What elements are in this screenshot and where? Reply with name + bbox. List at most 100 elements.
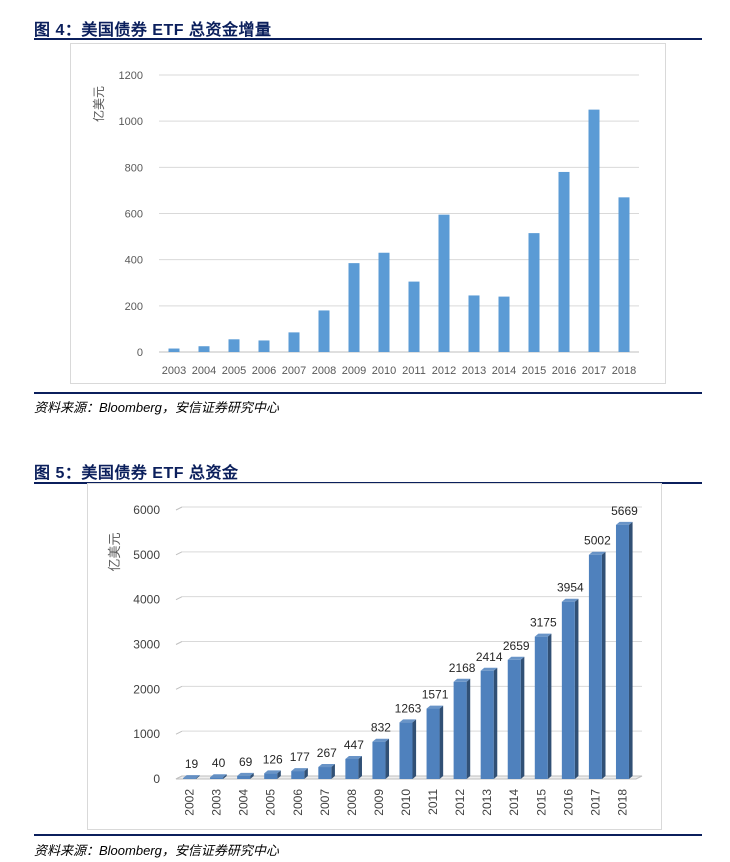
bar-2006 <box>291 771 305 779</box>
bar-2008 <box>345 758 359 779</box>
x-tick-label: 2003 <box>210 789 224 816</box>
data-label: 3954 <box>557 581 584 595</box>
figure-5-chart: 0 1000 2000 3000 4000 5000 6000 亿美元 19 2002 40 2003… <box>107 503 643 816</box>
x-tick-label: 2003 <box>162 365 186 377</box>
bar-side-2017 <box>601 551 606 779</box>
figure-5-source: 资料来源：Bloomberg，安信证券研究中心 <box>34 843 279 858</box>
figure-5-chart-frame: 0 1000 2000 3000 4000 5000 6000 亿美元 19 2002 40 2003… <box>87 483 662 830</box>
bar-2009 <box>372 741 386 779</box>
y-tick-label: 1000 <box>119 116 143 128</box>
bar-side-2006 <box>304 768 308 779</box>
data-label: 2659 <box>503 639 530 653</box>
bar-side-2012 <box>466 678 471 779</box>
y-tick-label: 5000 <box>133 548 160 562</box>
y-tick-label: 3000 <box>133 638 160 652</box>
bar-2018 <box>615 524 629 779</box>
bar-2007 <box>288 332 300 352</box>
bar-2017 <box>588 554 602 779</box>
bar-2005 <box>264 773 278 779</box>
bar-2011 <box>426 708 440 779</box>
x-tick-label: 2009 <box>342 365 366 377</box>
bar-top-2003 <box>210 774 227 778</box>
x-tick-label: 2015 <box>522 365 546 377</box>
x-tick-label: 2005 <box>222 365 246 377</box>
bar-top-2016 <box>561 598 579 602</box>
bar-side-2002 <box>196 775 200 779</box>
bar-top-2008 <box>345 755 362 759</box>
y-tick-label: 4000 <box>133 593 160 607</box>
bar-side-2013 <box>493 667 498 779</box>
bar-2016 <box>561 601 575 779</box>
bar-2004 <box>198 346 210 352</box>
y-tick-label: 400 <box>125 255 143 267</box>
data-label: 19 <box>185 757 199 771</box>
bar-top-2002 <box>183 775 200 779</box>
figure-5-source-rule <box>34 834 702 836</box>
x-tick-label: 2004 <box>192 365 216 377</box>
bar-2003 <box>210 777 224 779</box>
bar-side-2004 <box>250 772 254 779</box>
data-label: 5002 <box>584 534 611 548</box>
x-tick-label: 2008 <box>312 365 336 377</box>
bar-side-2005 <box>277 770 281 779</box>
data-label: 40 <box>212 756 226 770</box>
figure-5-title: 图 5：美国债券 ETF 总资金 <box>34 465 239 482</box>
gridline-depth <box>175 730 183 735</box>
x-tick-label: 2018 <box>612 365 636 377</box>
x-tick-label: 2012 <box>453 789 467 816</box>
data-label: 3175 <box>530 616 557 630</box>
bar-2013 <box>468 295 480 352</box>
x-tick-label: 2016 <box>561 789 575 816</box>
bar-side-2014 <box>520 656 525 779</box>
data-label: 1263 <box>395 701 422 715</box>
bar-side-2003 <box>223 774 227 779</box>
y-tick-label: 800 <box>125 162 143 174</box>
bar-top-2012 <box>453 678 471 682</box>
gridline-depth <box>175 641 183 645</box>
bar-side-2008 <box>358 755 362 779</box>
x-tick-label: 2017 <box>582 365 606 377</box>
figure-4-source-rule <box>34 392 702 394</box>
bar-2013 <box>480 670 494 779</box>
bar-2017 <box>588 109 600 352</box>
bar-top-2011 <box>426 705 444 709</box>
data-label: 126 <box>263 752 283 766</box>
data-label: 1571 <box>422 688 449 702</box>
y-axis-label: 亿美元 <box>107 532 122 571</box>
y-tick-label: 0 <box>137 347 143 359</box>
bar-top-2017 <box>588 551 606 555</box>
figure-4-source: 资料来源：Bloomberg，安信证券研究中心 <box>34 400 279 415</box>
bar-top-2006 <box>291 768 308 772</box>
bar-2018 <box>618 197 630 352</box>
bar-top-2007 <box>318 764 335 768</box>
gridline-depth <box>175 596 183 601</box>
y-tick-label: 6000 <box>133 503 160 517</box>
data-label: 2414 <box>476 650 503 664</box>
bar-2005 <box>228 339 240 352</box>
bar-2014 <box>498 296 510 352</box>
x-tick-label: 2013 <box>480 789 494 816</box>
x-tick-label: 2011 <box>402 365 426 377</box>
bar-top-2010 <box>399 719 417 723</box>
x-tick-label: 2017 <box>588 789 602 816</box>
bar-2010 <box>378 252 390 352</box>
data-label: 832 <box>371 721 391 735</box>
x-tick-label: 2011 <box>426 789 440 815</box>
gridline-depth <box>175 551 183 556</box>
x-tick-label: 2014 <box>492 365 516 377</box>
data-label: 5669 <box>611 504 638 518</box>
x-tick-label: 2006 <box>252 365 276 377</box>
x-tick-label: 2008 <box>345 789 359 816</box>
y-tick-label: 1000 <box>133 727 160 741</box>
x-tick-label: 2004 <box>237 789 251 816</box>
bar-side-2016 <box>574 598 579 779</box>
bar-2016 <box>558 171 570 352</box>
bar-2004 <box>237 775 251 779</box>
x-tick-label: 2018 <box>615 789 629 816</box>
bar-side-2015 <box>547 633 552 779</box>
y-tick-label: 600 <box>125 209 143 221</box>
x-tick-label: 2007 <box>282 365 306 377</box>
x-tick-label: 2006 <box>291 789 305 816</box>
y-tick-label: 200 <box>125 301 143 313</box>
x-tick-label: 2005 <box>264 789 278 816</box>
